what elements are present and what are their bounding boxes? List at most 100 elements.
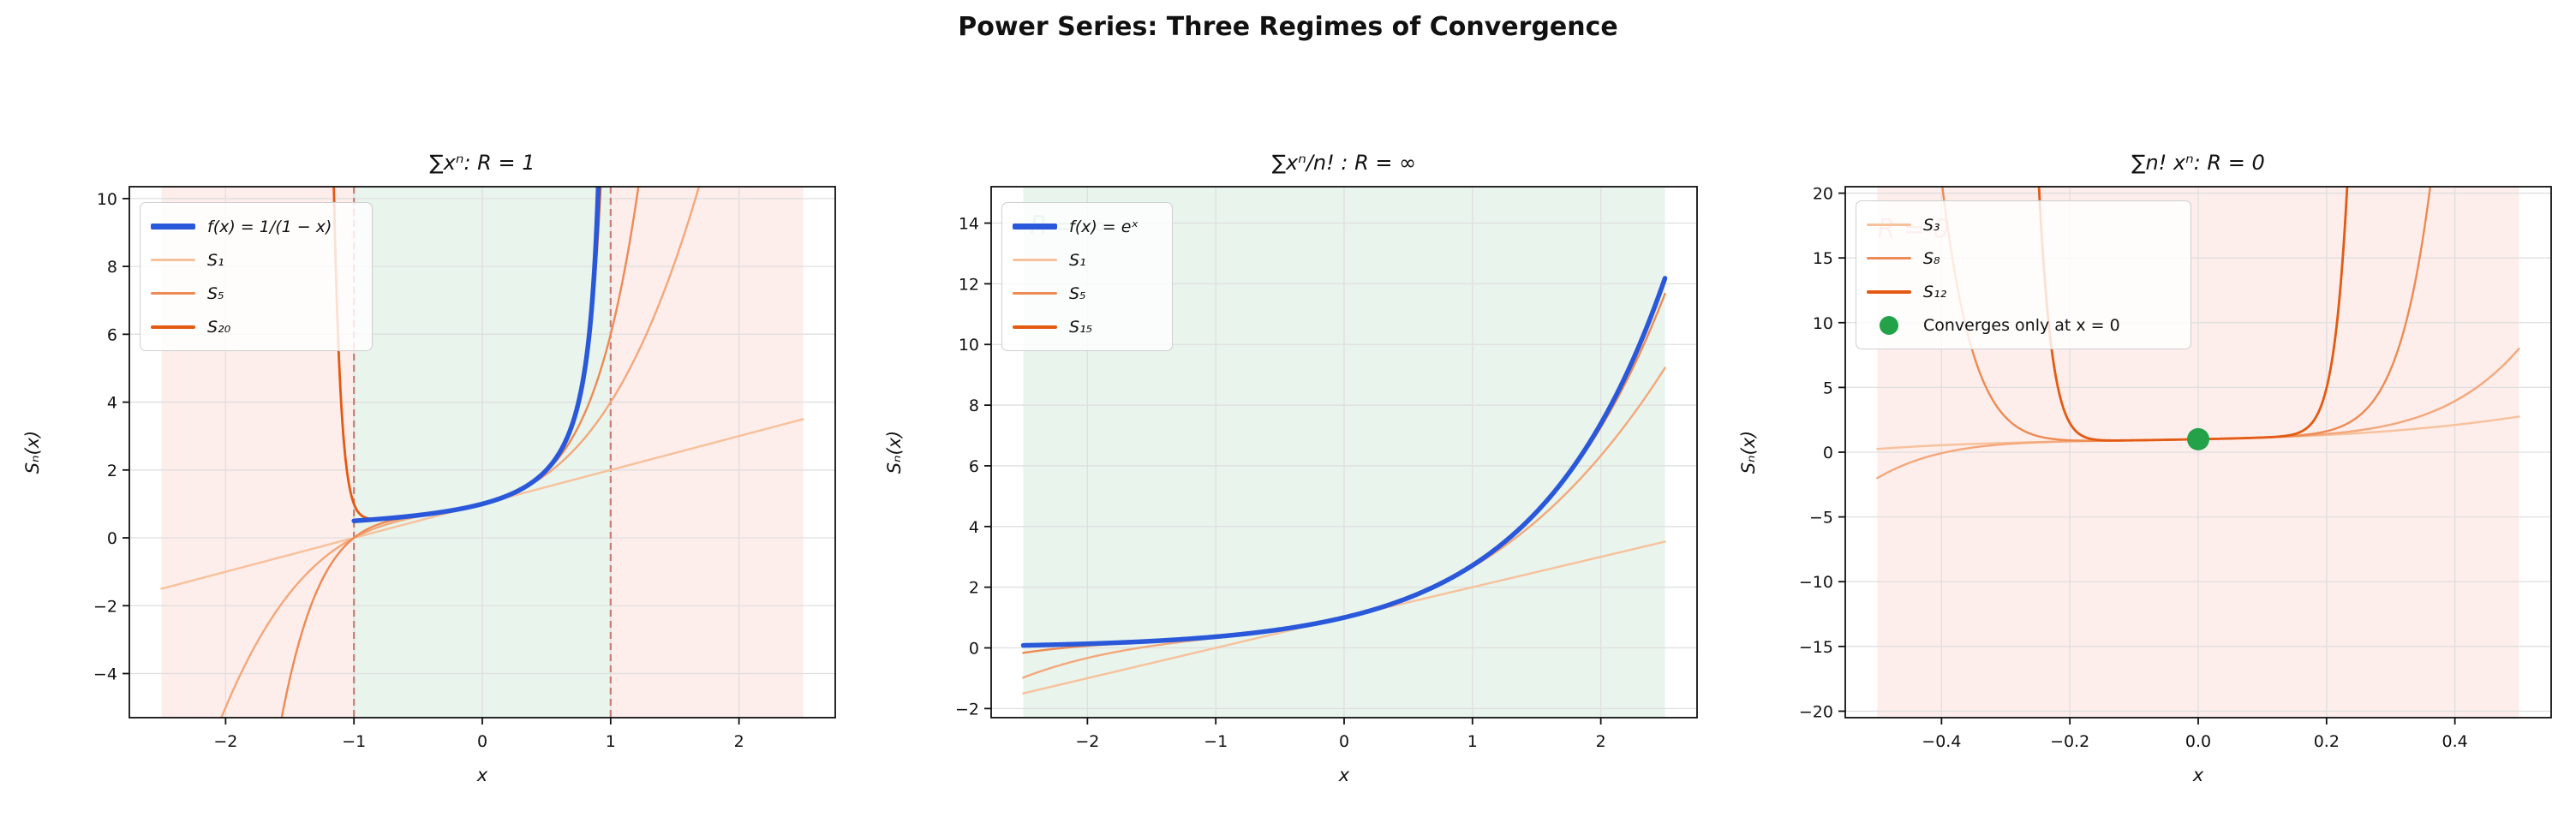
legend-line-swatch bbox=[1013, 259, 1057, 261]
legend-entry: S₈ bbox=[1867, 242, 2177, 275]
series-group bbox=[1020, 276, 1668, 695]
y-tick-label: 6 bbox=[107, 325, 117, 344]
y-tick-label: 14 bbox=[959, 215, 979, 234]
subplot-title: ∑xⁿ/n! : R = ∞ bbox=[1272, 151, 1416, 175]
legend-entry: S₁₅ bbox=[1013, 310, 1158, 343]
x-axis-label: x bbox=[1338, 765, 1350, 785]
legend-line-swatch bbox=[1013, 325, 1057, 329]
y-tick-label: −20 bbox=[1799, 702, 1833, 721]
legend-line-swatch bbox=[1867, 289, 1911, 294]
y-tick-label: −2 bbox=[93, 597, 117, 616]
legend-label: S₁ bbox=[1069, 250, 1086, 270]
x-tick-label: −2 bbox=[213, 732, 237, 751]
figure-title: Power Series: Three Regimes of Convergen… bbox=[958, 12, 1618, 42]
legend-entry: S₂₀ bbox=[151, 310, 358, 343]
tick-labels: −0.4 −0.2 0.0 0.2 0.4 −20 −15 −10 −5 0 5 10 15 20 bbox=[1799, 185, 2468, 751]
y-tick-label: 2 bbox=[969, 579, 979, 598]
x-tick-label: 0.4 bbox=[2442, 732, 2468, 751]
legend-label: S₁ bbox=[207, 250, 224, 270]
x-tick-label: −0.2 bbox=[2050, 732, 2089, 751]
legend-marker-dot bbox=[1880, 315, 1898, 335]
x-tick-label: −1 bbox=[1204, 732, 1228, 751]
legend-entry: f(x) = eˣ bbox=[1013, 210, 1158, 243]
y-tick-label: 10 bbox=[959, 336, 979, 355]
y-axis-label: Sₙ(x) bbox=[884, 431, 905, 474]
legend-entry: Converges only at x = 0 bbox=[1867, 308, 2177, 342]
legend-line-swatch bbox=[1867, 224, 1911, 226]
legend-entry: S₁ bbox=[151, 243, 358, 277]
x-tick-label: 0 bbox=[477, 732, 487, 751]
legend-label: S₈ bbox=[1923, 248, 1940, 268]
legend-label: S₅ bbox=[207, 283, 224, 303]
legend-line-swatch bbox=[1867, 257, 1911, 259]
y-tick-label: 0 bbox=[969, 640, 979, 659]
legend-label: S₃ bbox=[1923, 215, 1940, 235]
series-f bbox=[1020, 276, 1668, 648]
series-group bbox=[160, 187, 804, 718]
y-tick-label: 20 bbox=[1813, 185, 1833, 204]
legend-label: Converges only at x = 0 bbox=[1923, 315, 2120, 335]
y-tick-label: −4 bbox=[93, 665, 117, 683]
legend-exponential-series: f(x) = eˣ S₁ S₅ S₁₅ bbox=[1001, 202, 1173, 351]
y-tick-label: 8 bbox=[969, 397, 979, 415]
y-tick-label: −5 bbox=[1809, 509, 1833, 528]
x-axis-label: x bbox=[476, 765, 488, 785]
x-tick-label: 2 bbox=[734, 732, 744, 751]
x-tick-label: 0.0 bbox=[2185, 732, 2211, 751]
legend-geometric-series: f(x) = 1/(1 − x) S₁ S₅ S₂₀ bbox=[140, 202, 373, 351]
legend-label: f(x) = eˣ bbox=[1069, 217, 1139, 236]
y-tick-label: 2 bbox=[107, 462, 117, 480]
legend-line-swatch bbox=[151, 224, 195, 230]
subplot-title: ∑xⁿ: R = 1 bbox=[430, 151, 535, 175]
y-axis-label: Sₙ(x) bbox=[22, 431, 43, 474]
y-axis-label: Sₙ(x) bbox=[1738, 431, 1759, 474]
y-tick-label: 0 bbox=[1823, 444, 1833, 462]
legend-entry: S₅ bbox=[1013, 277, 1158, 310]
y-tick-label: 4 bbox=[107, 394, 117, 413]
legend-label: S₂₀ bbox=[207, 317, 231, 337]
y-tick-label: 10 bbox=[1813, 314, 1833, 333]
series-f bbox=[351, 187, 601, 523]
x-tick-label: −1 bbox=[342, 732, 366, 751]
legend-line-swatch bbox=[1013, 292, 1057, 295]
legend-factorial-series: S₃ S₈ S₁₂ Converges only at x = 0 bbox=[1856, 200, 2191, 349]
x-tick-label: 0 bbox=[1339, 732, 1349, 751]
y-tick-label: 10 bbox=[97, 190, 117, 209]
legend-label: S₁₂ bbox=[1923, 282, 1947, 301]
legend-line-swatch bbox=[151, 292, 195, 295]
convergence-point bbox=[2187, 427, 2209, 450]
legend-label: S₅ bbox=[1069, 283, 1086, 303]
x-tick-label: −0.4 bbox=[1922, 732, 1961, 751]
y-tick-label: 15 bbox=[1813, 249, 1833, 268]
subplot-title: ∑n! xⁿ: R = 0 bbox=[2131, 151, 2264, 175]
x-tick-label: −2 bbox=[1075, 732, 1099, 751]
x-tick-label: 1 bbox=[606, 732, 616, 751]
gridlines bbox=[1845, 187, 2551, 718]
x-tick-label: 2 bbox=[1596, 732, 1606, 751]
y-tick-label: −15 bbox=[1799, 638, 1833, 657]
legend-line-swatch bbox=[1013, 224, 1057, 230]
y-tick-label: 0 bbox=[107, 529, 117, 548]
legend-entry: S₁ bbox=[1013, 243, 1158, 277]
x-tick-label: 0.2 bbox=[2314, 732, 2340, 751]
divergence-band-right bbox=[610, 187, 804, 718]
y-tick-label: 8 bbox=[107, 258, 117, 277]
legend-entry: S₅ bbox=[151, 277, 358, 310]
legend-line-swatch bbox=[151, 325, 195, 329]
legend-entry: S₃ bbox=[1867, 208, 2177, 242]
y-tick-label: −10 bbox=[1799, 573, 1833, 592]
legend-entry: f(x) = 1/(1 − x) bbox=[151, 210, 358, 243]
legend-label: S₁₅ bbox=[1069, 317, 1093, 337]
y-tick-label: 5 bbox=[1823, 379, 1833, 397]
legend-line-swatch bbox=[151, 259, 195, 261]
y-tick-label: −2 bbox=[955, 700, 979, 719]
tick-labels: −2 −1 0 1 2 −4 −2 0 2 4 6 8 10 bbox=[93, 190, 744, 751]
x-axis-label: x bbox=[2192, 765, 2204, 785]
y-tick-label: 6 bbox=[969, 457, 979, 476]
y-tick-label: 4 bbox=[969, 518, 979, 537]
y-tick-label: 12 bbox=[959, 275, 979, 294]
legend-entry: S₁₂ bbox=[1867, 275, 2177, 308]
x-tick-label: 1 bbox=[1467, 732, 1478, 751]
